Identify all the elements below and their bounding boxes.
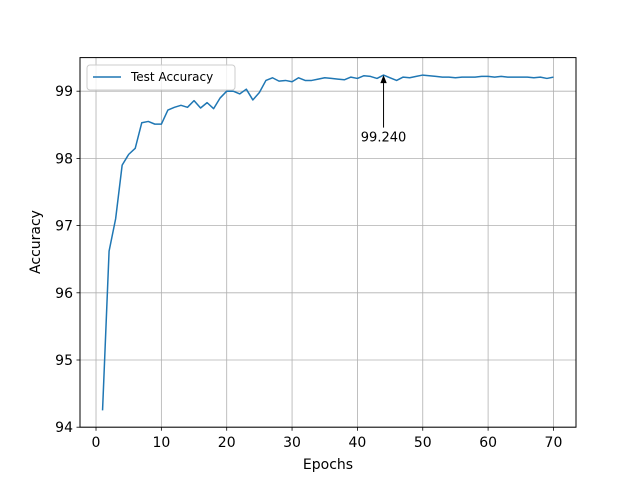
series-layer [101, 74, 554, 411]
x-tick-label: 20 [218, 435, 236, 451]
y-tick-label: 94 [55, 420, 73, 436]
x-tick-label: 50 [414, 435, 432, 451]
x-tick-label: 0 [92, 435, 101, 451]
plot-frame [79, 57, 577, 428]
legend-label: Test Accuracy [130, 70, 213, 84]
legend-box [86, 64, 236, 91]
x-tick-label: 30 [283, 435, 301, 451]
x-tick-label: 10 [152, 435, 170, 451]
y-tick-label: 99 [55, 84, 73, 100]
x-axis-label: Epochs [303, 457, 353, 473]
x-tick-label: 70 [545, 435, 563, 451]
y-tick-label: 95 [55, 353, 73, 369]
y-tick-label: 98 [55, 151, 73, 167]
x-tick-label: 60 [479, 435, 497, 451]
x-tick-label: 40 [348, 435, 366, 451]
y-tick-label: 96 [55, 286, 73, 302]
ticks: 0 10 20 30 40 50 60 70 94 95 96 97 98 99 [55, 84, 562, 451]
series-line [101, 74, 554, 411]
y-axis-label: Accuracy [28, 210, 44, 274]
annotation-label: 99.240 [361, 131, 407, 146]
grid [80, 57, 576, 428]
legend: Test Accuracy [86, 64, 236, 91]
annotation: 99.240 [361, 75, 407, 146]
y-tick-label: 97 [55, 219, 73, 235]
annotation-arrow-head [380, 75, 387, 84]
